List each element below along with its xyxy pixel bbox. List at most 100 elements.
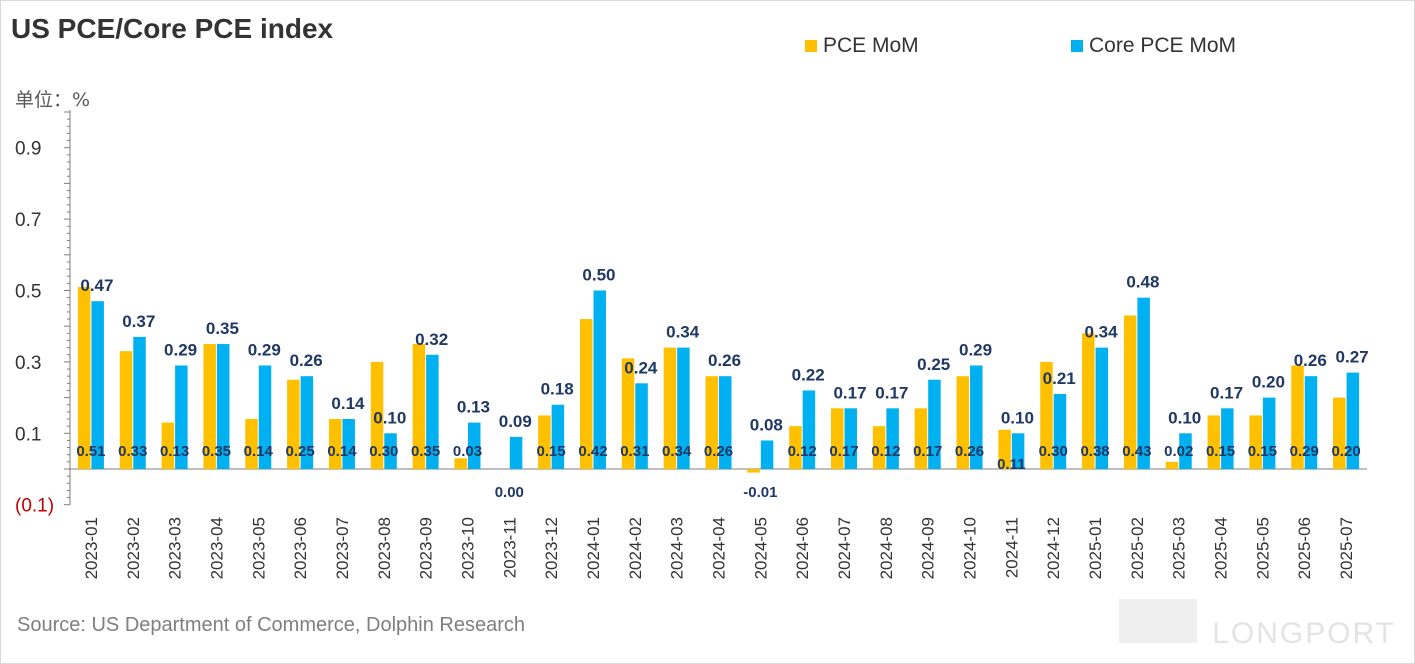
bar-pce — [245, 419, 258, 469]
bar-core — [258, 365, 272, 469]
bar-core — [970, 365, 983, 469]
bar-pce — [203, 344, 216, 469]
data-label-pce: 0.30 — [369, 443, 398, 460]
bar-pce — [538, 415, 551, 469]
legend-item-core: Core PCE MoM — [1071, 34, 1236, 58]
y-tick-label: 0.1 — [15, 424, 41, 445]
data-label-core: 0.10 — [1001, 408, 1034, 427]
data-label-core: 0.10 — [1168, 408, 1201, 427]
data-label-pce: 0.33 — [118, 443, 147, 460]
bar-pce — [831, 408, 844, 469]
data-label-core: 0.13 — [457, 398, 490, 417]
data-label-core: 0.34 — [1085, 323, 1119, 342]
data-label-core: 0.26 — [290, 351, 323, 370]
bar-core — [1179, 433, 1192, 469]
bar-pce — [1207, 415, 1221, 469]
data-label-pce: 0.15 — [1248, 443, 1277, 460]
data-label-core: 0.48 — [1126, 273, 1159, 292]
x-tick-label: 2025-06 — [1295, 517, 1314, 579]
y-tick-label: 0.9 — [15, 139, 41, 160]
bar-pce — [1123, 315, 1137, 469]
bar-pce — [328, 419, 342, 469]
data-label-core: 0.14 — [331, 394, 365, 413]
data-label-core: 0.25 — [917, 355, 950, 374]
data-label-pce: 0.14 — [244, 443, 274, 460]
data-label-core: 0.20 — [1252, 373, 1285, 392]
data-label-core: 0.37 — [122, 312, 155, 331]
y-tick-label: 0.5 — [15, 282, 41, 303]
bar-pce — [119, 351, 133, 469]
legend-label-core: Core PCE MoM — [1089, 34, 1237, 57]
y-tick-label: 0.7 — [15, 210, 41, 231]
bar-core — [802, 390, 816, 469]
data-label-pce: 0.30 — [1039, 443, 1068, 460]
data-label-pce: 0.17 — [829, 443, 858, 460]
data-label-core: 0.47 — [80, 276, 113, 295]
x-tick-label: 2025-04 — [1212, 517, 1231, 579]
data-label-core: 0.17 — [1210, 383, 1243, 402]
data-label-pce: 0.14 — [327, 443, 357, 460]
data-label-core: 0.29 — [959, 340, 992, 359]
bar-core — [1262, 397, 1276, 469]
data-label-pce: 0.13 — [160, 443, 189, 460]
x-tick-label: 2024-08 — [877, 517, 896, 579]
data-label-core: 0.09 — [499, 412, 532, 431]
watermark-logo — [1119, 599, 1197, 643]
data-label-pce: 0.20 — [1331, 443, 1360, 460]
bar-pce — [998, 429, 1011, 469]
bar-pce — [1040, 361, 1053, 469]
bar-core — [426, 354, 439, 469]
x-tick-label: 2023-06 — [291, 517, 310, 579]
data-label-pce: 0.43 — [1122, 443, 1151, 460]
x-tick-label: 2025-07 — [1337, 517, 1356, 579]
bar-pce — [77, 286, 91, 469]
bar-core — [719, 376, 732, 469]
data-label-pce: 0.26 — [955, 443, 984, 460]
data-label-core: 0.17 — [875, 383, 908, 402]
x-tick-label: 2024-04 — [710, 517, 729, 579]
bar-core — [1221, 408, 1234, 469]
bar-core — [551, 404, 565, 469]
data-label-core: 0.35 — [206, 319, 239, 338]
data-label-pce: 0.26 — [704, 443, 733, 460]
data-label-pce: 0.15 — [537, 443, 566, 460]
x-tick-label: 2025-05 — [1253, 517, 1272, 579]
x-tick-label: 2025-03 — [1170, 517, 1189, 579]
data-label-pce: 0.35 — [411, 443, 440, 460]
legend-swatch-pce — [805, 40, 817, 52]
bar-core — [1346, 372, 1360, 469]
data-label-pce: 0.35 — [202, 443, 231, 460]
bar-pce — [621, 358, 635, 469]
data-label-core: 0.32 — [415, 330, 448, 349]
x-tick-label: 2023-05 — [249, 517, 268, 579]
legend-item-pce: PCE MoM — [805, 34, 919, 58]
x-tick-label: 2023-04 — [207, 517, 226, 579]
x-tick-label: 2023-11 — [500, 517, 519, 578]
bar-pce — [1165, 461, 1179, 469]
x-tick-label: 2023-10 — [458, 517, 477, 579]
bar-core — [91, 301, 104, 469]
data-label-core: 0.24 — [624, 358, 658, 377]
x-tick-label: 2024-10 — [961, 517, 980, 579]
x-tick-label: 2024-12 — [1044, 517, 1063, 579]
bar-core — [1053, 394, 1067, 469]
y-tick-label: 0.3 — [15, 353, 41, 374]
bar-pce — [1249, 415, 1262, 469]
data-label-pce: 0.31 — [620, 443, 649, 460]
data-label-pce: 0.42 — [578, 443, 607, 460]
bar-pce — [1291, 365, 1304, 469]
bar-pce — [1333, 397, 1346, 469]
data-label-core: 0.27 — [1336, 348, 1369, 367]
data-label-core: 0.29 — [248, 340, 281, 359]
x-tick-label: 2023-09 — [417, 517, 436, 579]
bar-pce — [287, 379, 300, 469]
x-tick-label: 2024-01 — [584, 517, 603, 579]
x-tick-label: 2025-02 — [1128, 517, 1147, 579]
bar-core — [677, 347, 690, 469]
bar-core — [342, 419, 355, 469]
data-label-pce: 0.25 — [286, 443, 315, 460]
bar-core — [216, 344, 230, 469]
data-label-pce: 0.12 — [871, 443, 900, 460]
x-tick-label: 2024-02 — [626, 517, 645, 579]
